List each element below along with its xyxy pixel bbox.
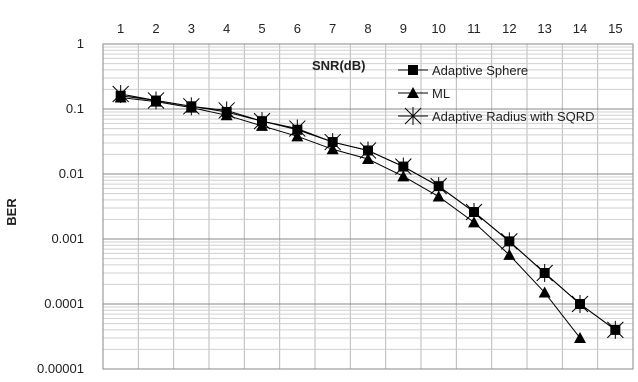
data-point-asterisk <box>500 232 518 251</box>
legend-item: Adaptive Radius with SQRD <box>398 107 595 125</box>
series <box>112 85 624 343</box>
legend-label: Adaptive Radius with SQRD <box>432 109 595 124</box>
y-tick-label: 0.00001 <box>37 361 84 376</box>
x-tick-label: 5 <box>258 21 265 36</box>
data-point-triangle <box>432 190 445 202</box>
data-point-asterisk <box>253 112 271 131</box>
data-point-asterisk <box>536 263 554 282</box>
x-axis-label: SNR(dB) <box>312 58 365 73</box>
data-point-triangle <box>468 216 480 228</box>
x-tick-label: 2 <box>152 21 159 36</box>
y-tick-label: 0.001 <box>51 231 84 246</box>
x-tick-label: 10 <box>431 21 445 36</box>
legend-marker-asterisk <box>404 107 422 125</box>
y-tick-label: 1 <box>77 36 84 51</box>
data-point-asterisk <box>112 85 130 104</box>
legend-label: Adaptive Sphere <box>432 63 528 78</box>
x-tick-label: 11 <box>467 21 481 36</box>
data-point-asterisk <box>465 203 483 222</box>
plot-area-border <box>102 43 634 370</box>
series-asterisk <box>112 85 624 339</box>
legend-marker-triangle <box>407 87 419 98</box>
x-tick-label: 4 <box>223 21 230 36</box>
x-tick-label: 3 <box>188 21 195 36</box>
x-tick-label: 13 <box>537 21 551 36</box>
x-tick-label: 14 <box>573 21 587 36</box>
data-point-asterisk <box>394 157 412 176</box>
x-tick-label: 6 <box>294 21 301 36</box>
data-point-asterisk <box>218 101 236 120</box>
x-tick-label: 15 <box>608 21 622 36</box>
data-point-triangle <box>503 248 516 260</box>
y-tick-label: 0.01 <box>59 166 84 181</box>
x-tick-label: 8 <box>364 21 371 36</box>
data-point-triangle <box>397 170 410 182</box>
y-axis-label: BER <box>4 198 19 226</box>
data-point-asterisk <box>571 295 589 313</box>
legend-item: ML <box>398 86 450 101</box>
data-point-asterisk <box>147 91 165 110</box>
x-tick-label: 7 <box>329 21 336 36</box>
y-tick-label: 0.1 <box>66 101 84 116</box>
data-point-asterisk <box>359 141 377 160</box>
legend: Adaptive Sphere ML Adaptive Radius with SQ… <box>398 63 595 125</box>
data-point-asterisk <box>182 97 200 116</box>
x-tick-label: 1 <box>117 21 124 36</box>
x-tick-label: 12 <box>502 21 516 36</box>
legend-marker-square <box>408 65 418 75</box>
y-tick-label: 0.0001 <box>44 296 84 311</box>
series-line <box>120 97 581 339</box>
data-point-triangle <box>574 331 586 343</box>
data-point-asterisk <box>324 133 342 152</box>
data-point-asterisk <box>288 119 306 138</box>
data-point-asterisk <box>430 177 448 196</box>
data-point-triangle <box>538 286 551 298</box>
x-tick-label: 9 <box>400 21 407 36</box>
data-point-asterisk <box>606 320 624 339</box>
legend-item: Adaptive Sphere <box>398 63 528 78</box>
axes: 1 2 3 4 5 6 7 8 9 10 11 12 13 14 1510.10.010.0010.0001… <box>37 21 634 376</box>
legend-label: ML <box>432 86 450 101</box>
